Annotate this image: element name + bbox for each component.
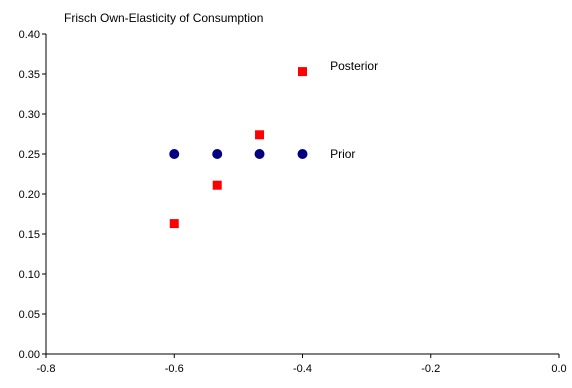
x-tick-label: 0.0 [551,363,566,375]
y-tick-label: 0.30 [19,109,40,121]
y-tick-label: 0.05 [19,309,40,321]
prior-point [212,149,223,159]
posterior-point [298,67,307,77]
y-tick-label: 0.25 [19,149,40,161]
prior-point [254,149,265,159]
y-tick-label: 0.40 [19,29,40,41]
y-tick-label: 0.20 [19,189,40,201]
x-tick-label: -0.6 [165,363,184,375]
posterior-point [169,219,179,229]
y-tick-label: 0.10 [19,269,40,281]
y-tick-label: 0.35 [19,69,40,81]
x-tick-label: -0.4 [293,363,312,375]
axes [42,33,560,358]
x-tick-label: -0.8 [37,363,56,375]
posterior-point [255,130,265,140]
y-tick-label: 0.15 [19,229,40,241]
tick-labels: 0.00 0.05 0.10 0.15 0.20 0.25 0.30 0.35 0.40 -0.8… [19,29,567,375]
x-tick-label: -0.2 [421,363,440,375]
y-tick-label: 0.00 [19,349,40,361]
annotation-label: Prior [330,147,355,161]
annotations: Posterior Prior [330,59,378,161]
prior-point [169,149,180,159]
prior-point [297,149,308,159]
posterior-point [212,180,222,190]
chart-title: Frisch Own-Elasticity of Consumption [64,11,263,25]
data-points [169,67,308,229]
annotation-label: Posterior [330,59,378,73]
